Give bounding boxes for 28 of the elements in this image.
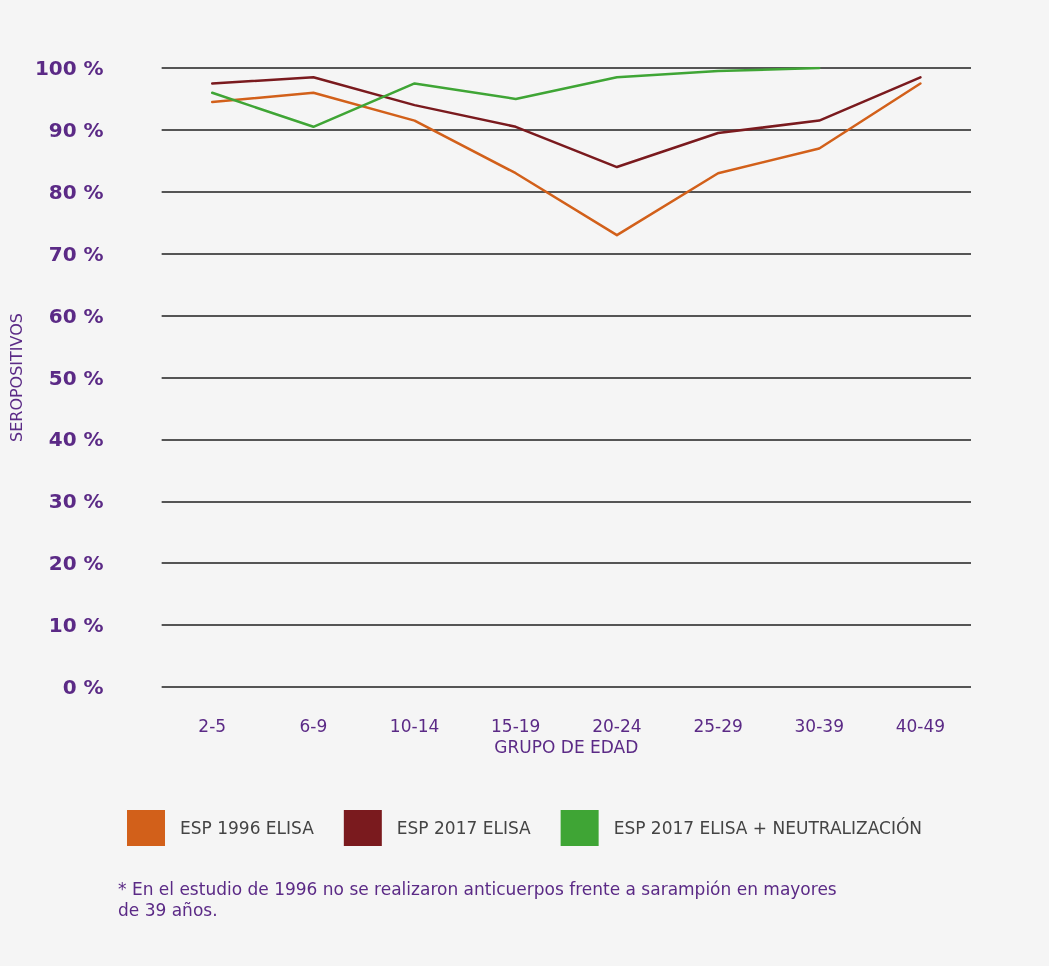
y-tick-label: 10 % [48,613,104,638]
x-tick-label: 15-19 [491,715,541,736]
y-tick-label: 90 % [48,117,104,142]
x-tick-label: 25-29 [693,715,743,736]
y-tick-label: 0 % [62,675,104,699]
legend-label: ESP 2017 ELISA + NEUTRALIZACIÓN [613,817,922,838]
y-tick-label: 30 % [48,489,104,514]
y-tick-label: 100 % [34,56,104,80]
x-tick-label: 20-24 [592,715,642,736]
y-tick-label: 20 % [48,551,104,576]
line-series [210,82,922,237]
y-tick-label: 80 % [48,179,104,204]
x-axis-title: GRUPO DE EDAD [494,737,639,758]
y-tick-label: 50 % [48,365,104,390]
x-tick-label: 40-49 [895,715,946,736]
y-tick-label: 40 % [48,427,104,452]
x-tick-label: 6-9 [299,715,328,736]
y-tick-label: 70 % [48,241,104,266]
line-series [210,76,922,169]
line-series [210,66,821,129]
text: * En el estudio de 1996 no se realizaron anticuerpos frente a sarampión en mayores de 39 años. [118,878,843,920]
x-tick-label: 30-39 [794,715,844,736]
x-tick-label: 2-5 [198,715,227,736]
x-tick-label: 10-14 [389,715,440,736]
legend-label: ESP 1996 ELISA [180,818,315,838]
y-axis-title: SEROPOSITIVOS [6,313,26,442]
y-tick-label: 60 % [48,303,104,328]
legend-label: ESP 2017 ELISA [396,818,532,838]
